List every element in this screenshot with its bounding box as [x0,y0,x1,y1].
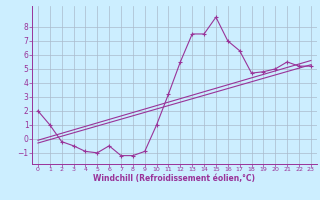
X-axis label: Windchill (Refroidissement éolien,°C): Windchill (Refroidissement éolien,°C) [93,174,255,183]
